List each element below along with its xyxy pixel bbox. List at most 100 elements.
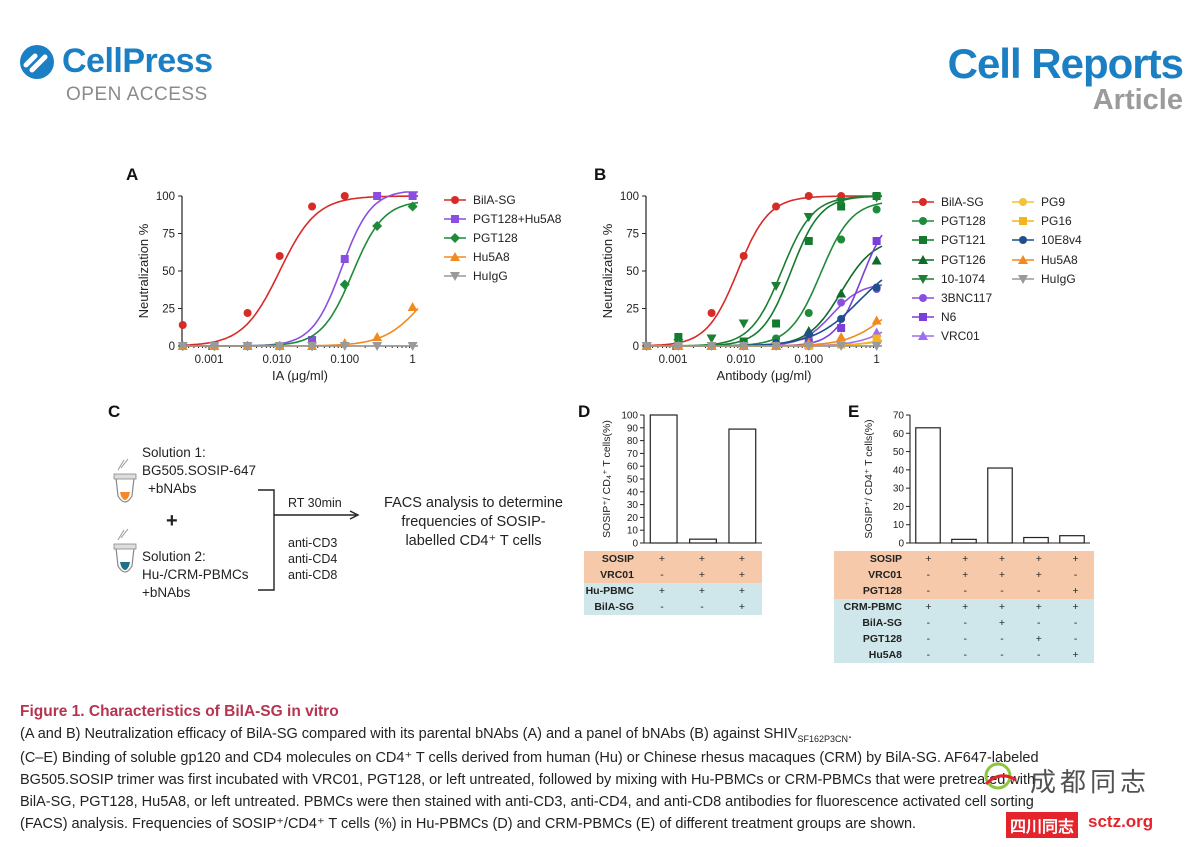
point-10-1074 <box>803 213 814 222</box>
tube-1-icon <box>113 458 137 503</box>
chart-a: 0 25 50 75 100 0.001 0.010 0.100 1 IA (μg/ml) Neut… <box>136 191 419 383</box>
curve-pgt128 <box>182 201 419 347</box>
point-10-1074 <box>871 193 882 203</box>
legend-label: BilA-SG <box>473 193 516 207</box>
legend-item-pgt121: PGT121 <box>912 233 986 247</box>
point-pgt126 <box>836 288 847 298</box>
table-cell: + <box>642 583 682 599</box>
table-cell: + <box>682 583 722 599</box>
table-cell: - <box>682 599 722 615</box>
point-hu5a8 <box>871 315 882 325</box>
legend-label: 10-1074 <box>941 271 986 286</box>
table-cell: + <box>910 599 947 615</box>
legend-item-pgt128: PGT128 <box>444 231 518 245</box>
point-pgt126 <box>871 255 882 265</box>
legend-marker-icon <box>444 196 466 204</box>
table-cell: + <box>946 599 984 615</box>
row-label: SOSIP <box>584 551 642 567</box>
y-tick-label: 25 <box>626 304 639 316</box>
caption-line-5: (FACS) analysis. Frequencies of SOSIP⁺/C… <box>20 816 917 832</box>
y-tick-label: 0 <box>632 539 638 550</box>
point-hu5a8 <box>407 302 418 311</box>
bar <box>689 538 717 544</box>
point-hu5a8 <box>836 332 847 341</box>
table-cell: - <box>1057 567 1094 583</box>
table-cell: + <box>1057 583 1094 599</box>
legend-item-bila-sg: BilA-SG <box>912 195 984 209</box>
y-tick-label: 25 <box>162 304 175 316</box>
point-huigg <box>871 342 882 351</box>
table-cell: - <box>642 567 682 583</box>
point-pgt128 <box>872 205 881 214</box>
y-axis-label: SOSIP⁺/ CD4⁺ T cells(%) <box>863 419 875 538</box>
point-n6 <box>872 237 881 245</box>
point-bila-sg <box>772 202 781 211</box>
row-label: PGT128 <box>834 631 910 647</box>
legend-marker-icon <box>912 236 934 245</box>
y-tick-label: 50 <box>626 266 639 278</box>
legend-label: HuIgG <box>1041 271 1076 286</box>
point-huigg <box>177 342 188 351</box>
y-tick-label: 10 <box>627 526 639 537</box>
bar <box>951 538 977 544</box>
table-cell: - <box>946 615 984 631</box>
bar <box>915 427 941 544</box>
legend-item-pgt128-hu5a8: PGT128+Hu5A8 <box>444 212 561 226</box>
legend-item-hu5a8: Hu5A8 <box>1012 253 1078 267</box>
table-row: VRC01- + + + - <box>834 567 1094 583</box>
table-cell: - <box>910 615 947 631</box>
table-row: BilA-SG - - + <box>584 599 762 615</box>
table-e: SOSIP + + + + + VRC01- + + + - PGT128- - - - + CRM-PBMC +… <box>834 551 1094 663</box>
legend-label: PG9 <box>1041 195 1066 209</box>
y-axis-label: Neutralization % <box>136 223 151 318</box>
legend-marker-icon <box>444 272 466 281</box>
panel-letter-c: C <box>108 402 121 421</box>
point-pgt128-hu5a8 <box>308 336 317 344</box>
legend-item-10e8v4: 10E8v4 <box>1012 233 1082 247</box>
legend-label: PGT128 <box>473 231 518 245</box>
x-tick-label: 0.100 <box>330 354 359 366</box>
point-10e8v4 <box>872 283 881 292</box>
table-row: CRM-PBMC + + + + + <box>834 599 1094 615</box>
point-pgt128-hu5a8 <box>340 255 349 263</box>
y-tick-label: 30 <box>627 500 639 511</box>
legend-label: VRC01 <box>941 329 980 344</box>
point-10-1074 <box>706 334 717 344</box>
legend-label: PGT128 <box>941 214 986 229</box>
row-label: BilA-SG <box>834 615 910 631</box>
point-bila-sg <box>739 252 748 260</box>
point-huigg <box>641 342 652 351</box>
y-tick-label: 40 <box>627 487 639 498</box>
y-tick-label: 0 <box>633 341 639 353</box>
legend-marker-icon <box>444 233 466 243</box>
legend-symbol <box>450 233 460 243</box>
table-cell: + <box>682 567 722 583</box>
bar <box>649 414 678 544</box>
table-cell: + <box>910 551 947 567</box>
table-cell: - <box>910 631 947 647</box>
legend-marker-icon <box>912 274 934 284</box>
point-10-1074 <box>771 282 782 291</box>
watermark: 成都同志 四川同志 sctz.org <box>960 762 1190 842</box>
point-bila-sg <box>243 309 252 317</box>
point-pgt121 <box>674 333 683 341</box>
legend-item-hu5a8: Hu5A8 <box>444 250 510 264</box>
x-tick-label: 1 <box>409 354 415 366</box>
point-huigg <box>242 342 253 351</box>
table-row: BilA-SG - - + - - <box>834 615 1094 631</box>
table-cell: + <box>1020 551 1058 567</box>
solution-1-line3: +bNAbs <box>148 481 197 496</box>
x-axis-label: Antibody (μg/ml) <box>717 368 812 383</box>
legend-symbol <box>1019 236 1027 245</box>
y-tick-label: 50 <box>162 266 175 278</box>
point-pgt128 <box>837 235 846 244</box>
legend-symbol <box>1019 217 1027 226</box>
table-cell: - <box>1057 631 1094 647</box>
stain-cd4: anti-CD4 <box>288 552 338 566</box>
point-pgt128 <box>804 309 813 317</box>
table-cell: + <box>983 599 1021 615</box>
legend-marker-icon <box>912 294 934 302</box>
point-huigg <box>407 342 418 351</box>
point-vrc01 <box>871 327 882 337</box>
